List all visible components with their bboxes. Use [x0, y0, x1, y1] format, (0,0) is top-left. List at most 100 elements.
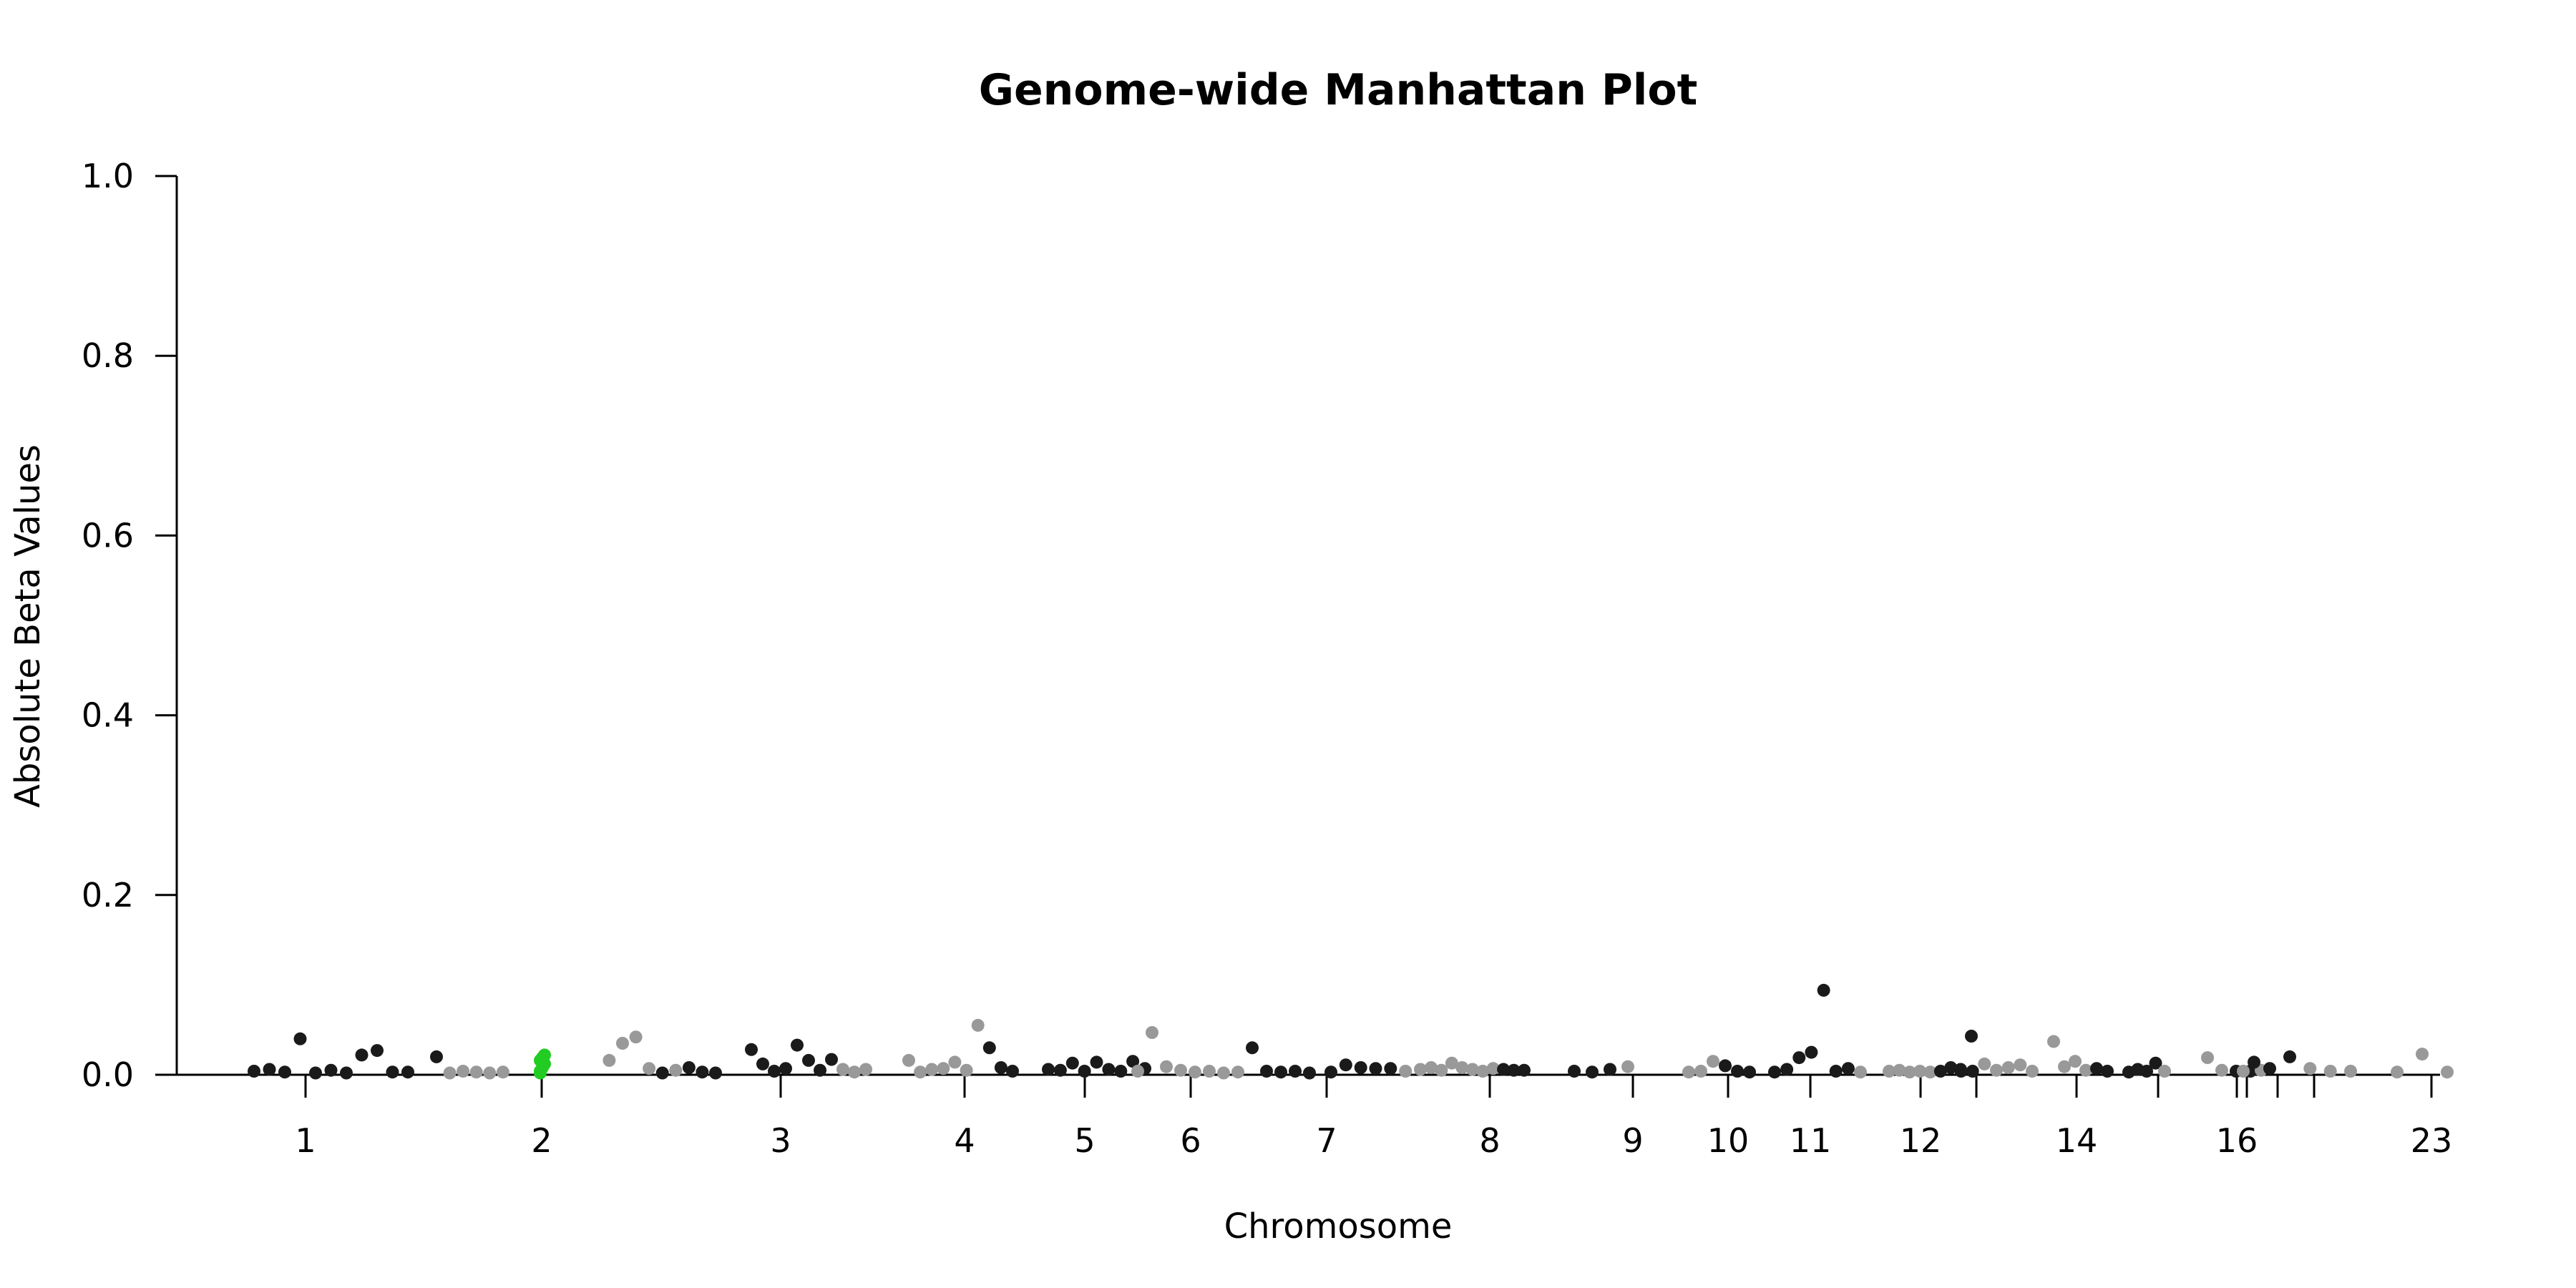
data-point: [1231, 1065, 1244, 1079]
data-point: [709, 1066, 722, 1080]
x-tick-label: 3: [770, 1121, 791, 1160]
data-point: [309, 1066, 322, 1080]
data-point: [1604, 1063, 1616, 1076]
data-point: [2263, 1062, 2276, 1075]
data-point: [1933, 1065, 1947, 1078]
data-point: [430, 1050, 443, 1063]
data-point: [1246, 1041, 1259, 1055]
data-point: [1923, 1065, 1937, 1079]
x-axis-label: Chromosome: [1224, 1206, 1453, 1246]
data-point: [2416, 1048, 2429, 1061]
chart-title: Genome-wide Manhattan Plot: [979, 65, 1698, 115]
data-point: [2069, 1055, 2082, 1068]
data-point: [2026, 1065, 2039, 1078]
data-point: [756, 1057, 769, 1070]
data-point: [263, 1063, 276, 1076]
x-tick-label: 4: [954, 1121, 975, 1160]
data-point: [538, 1048, 551, 1062]
y-tick-label: 0.4: [82, 696, 134, 735]
data-point: [371, 1044, 384, 1058]
data-point: [1078, 1065, 1091, 1078]
data-point: [1126, 1055, 1140, 1068]
data-point: [1486, 1062, 1500, 1075]
data-point: [779, 1062, 792, 1075]
data-point: [401, 1065, 414, 1079]
data-point: [1731, 1065, 1744, 1078]
data-point: [859, 1063, 872, 1076]
data-point: [802, 1053, 815, 1067]
data-point: [340, 1066, 353, 1080]
data-point: [2101, 1065, 2114, 1078]
y-tick-label: 0.2: [82, 876, 134, 914]
data-point: [1274, 1065, 1287, 1079]
data-point: [2158, 1065, 2171, 1078]
data-point: [2079, 1063, 2092, 1077]
data-point: [2047, 1035, 2060, 1048]
data-point: [1805, 1045, 1818, 1059]
data-point: [1966, 1065, 1979, 1078]
data-point: [1954, 1063, 1967, 1076]
data-point: [1817, 983, 1830, 997]
data-point: [1260, 1065, 1273, 1078]
data-point: [960, 1063, 973, 1077]
y-tick-label: 0.6: [82, 516, 134, 555]
data-point: [643, 1062, 656, 1075]
data-point: [2237, 1065, 2250, 1078]
data-point: [655, 1066, 669, 1080]
data-point: [248, 1065, 260, 1078]
data-point: [1883, 1065, 1896, 1078]
data-point: [1465, 1063, 1479, 1076]
data-point: [2215, 1063, 2228, 1077]
data-point: [994, 1061, 1008, 1074]
data-point: [1203, 1065, 1216, 1078]
data-point: [1174, 1063, 1187, 1077]
x-tick-label: 12: [1900, 1121, 1942, 1160]
data-point: [1965, 1030, 1978, 1043]
data-point: [1497, 1063, 1511, 1076]
data-point: [2303, 1062, 2317, 1075]
data-point: [669, 1063, 683, 1077]
data-point: [534, 1066, 547, 1080]
data-point: [1829, 1065, 1843, 1078]
data-point: [1160, 1060, 1173, 1073]
x-tick-label: 9: [1622, 1121, 1643, 1160]
data-point: [1990, 1063, 2003, 1077]
data-point: [1586, 1065, 1599, 1079]
data-point: [1978, 1057, 1991, 1070]
data-point: [1189, 1065, 1201, 1079]
data-point: [293, 1032, 307, 1045]
data-point: [278, 1065, 291, 1079]
data-point: [629, 1030, 643, 1044]
data-point: [386, 1065, 399, 1079]
data-point: [2001, 1061, 2015, 1074]
data-point: [469, 1065, 483, 1079]
data-point: [768, 1065, 781, 1078]
x-tick-label: 11: [1790, 1121, 1832, 1160]
data-point: [1445, 1056, 1458, 1070]
data-point: [1507, 1063, 1521, 1077]
data-point: [982, 1041, 996, 1055]
data-point: [1053, 1063, 1067, 1077]
data-point: [1435, 1063, 1448, 1077]
data-point: [848, 1065, 861, 1079]
data-point: [1399, 1065, 1413, 1078]
data-point: [1780, 1063, 1794, 1076]
data-point: [2149, 1056, 2162, 1070]
data-point: [2344, 1065, 2357, 1078]
data-point: [971, 1018, 985, 1032]
data-point: [1768, 1065, 1781, 1079]
x-tick-label: 1: [295, 1121, 316, 1160]
x-tick-label: 7: [1316, 1121, 1337, 1160]
data-point: [825, 1053, 838, 1066]
data-point: [1339, 1058, 1352, 1072]
data-point: [925, 1063, 939, 1076]
data-point: [1792, 1051, 1806, 1065]
data-point: [324, 1063, 338, 1077]
data-point: [1694, 1065, 1707, 1078]
data-point: [2323, 1065, 2337, 1078]
data-point: [1042, 1063, 1055, 1076]
data-point: [1065, 1056, 1079, 1070]
data-point: [836, 1063, 849, 1076]
data-point: [457, 1065, 470, 1078]
